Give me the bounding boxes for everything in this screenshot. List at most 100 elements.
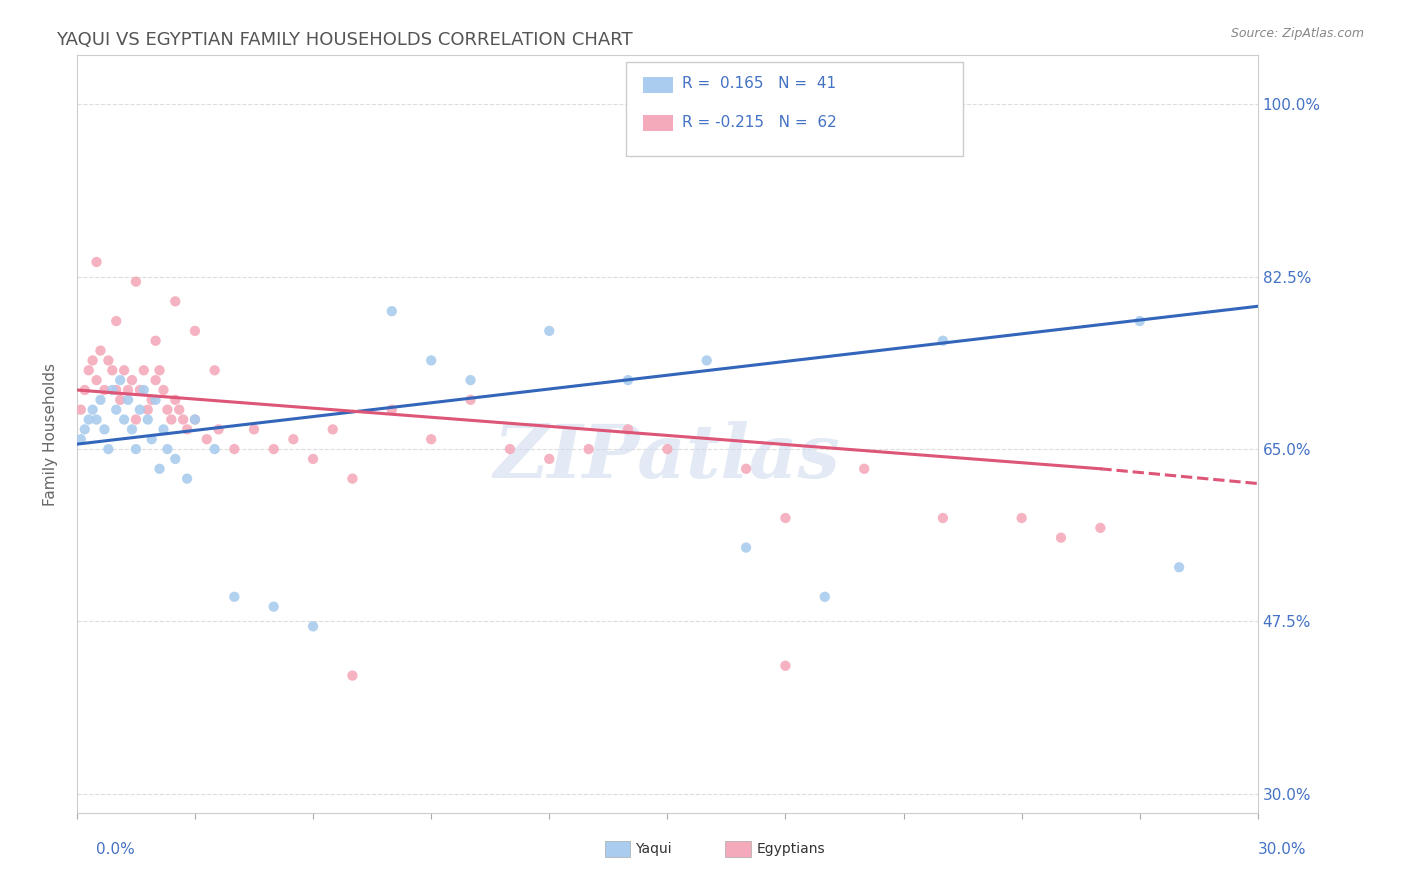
Point (105, 383, 128, 397)
Point (499, 442, 522, 456)
Point (121, 373, 143, 387)
Point (207, 422, 229, 436)
Point (617, 373, 640, 387)
Point (141, 392, 163, 407)
Point (108, 373, 131, 387)
Text: Source: ZipAtlas.com: Source: ZipAtlas.com (1230, 27, 1364, 40)
Point (86, 255, 108, 269)
Point (93, 383, 115, 397)
Point (125, 442, 148, 456)
Point (617, 422, 640, 436)
Point (283, 432, 305, 446)
Point (141, 432, 163, 446)
Point (775, 658, 797, 673)
Point (1050, 531, 1073, 545)
Point (101, 363, 124, 377)
Text: Egyptians: Egyptians (756, 842, 825, 856)
Point (152, 383, 174, 397)
Point (132, 363, 155, 377)
Point (342, 472, 364, 486)
Point (172, 412, 194, 426)
Point (152, 422, 174, 436)
Point (148, 462, 170, 476)
Point (184, 324, 207, 338)
Point (105, 402, 128, 417)
Point (136, 412, 159, 426)
Point (73, 422, 96, 436)
Point (69, 402, 91, 417)
Point (184, 412, 207, 426)
Point (128, 383, 150, 397)
Point (132, 383, 155, 397)
Point (176, 472, 198, 486)
Text: 30.0%: 30.0% (1258, 842, 1306, 856)
Point (460, 373, 482, 387)
Point (735, 541, 758, 555)
Point (420, 432, 443, 446)
Point (125, 412, 148, 426)
Point (538, 324, 561, 338)
Point (165, 294, 187, 309)
Y-axis label: Family Households: Family Households (44, 363, 58, 506)
Point (322, 422, 344, 436)
Point (82, 402, 104, 417)
Point (302, 451, 325, 466)
Point (101, 383, 124, 397)
Point (1168, 560, 1191, 574)
Text: YAQUI VS EGYPTIAN FAMILY HOUSEHOLDS CORRELATION CHART: YAQUI VS EGYPTIAN FAMILY HOUSEHOLDS CORR… (56, 31, 633, 49)
Point (77, 363, 100, 377)
Point (89, 343, 111, 358)
Point (932, 334, 955, 348)
Point (93, 422, 115, 436)
Point (165, 451, 187, 466)
Point (125, 275, 148, 289)
Point (69, 432, 91, 446)
Text: ZIPatlas: ZIPatlas (494, 421, 841, 493)
Text: 0.0%: 0.0% (96, 842, 135, 856)
Point (342, 668, 364, 682)
Point (243, 422, 266, 436)
Point (77, 412, 100, 426)
Text: Yaqui: Yaqui (636, 842, 672, 856)
Point (657, 442, 679, 456)
Point (195, 432, 218, 446)
Point (224, 590, 246, 604)
Point (204, 442, 226, 456)
Point (121, 422, 143, 436)
Point (89, 392, 111, 407)
Point (167, 402, 190, 417)
Point (156, 402, 179, 417)
Point (82, 353, 104, 368)
Point (775, 511, 797, 525)
Point (578, 442, 600, 456)
Point (128, 402, 150, 417)
Point (73, 383, 96, 397)
Point (184, 412, 207, 426)
Point (302, 619, 325, 633)
Point (204, 363, 226, 377)
Point (224, 442, 246, 456)
Point (97, 353, 120, 368)
Point (136, 402, 159, 417)
Point (853, 462, 876, 476)
Point (112, 363, 135, 377)
Point (145, 373, 167, 387)
Point (263, 442, 285, 456)
Point (176, 422, 198, 436)
Point (381, 304, 404, 318)
Point (160, 412, 183, 426)
Point (148, 363, 170, 377)
Point (932, 511, 955, 525)
Text: R = -0.215   N =  62: R = -0.215 N = 62 (682, 115, 837, 129)
Point (105, 314, 128, 328)
Point (108, 392, 131, 407)
Point (420, 353, 443, 368)
Point (814, 590, 837, 604)
Point (117, 392, 139, 407)
Text: R =  0.165   N =  41: R = 0.165 N = 41 (682, 77, 837, 91)
Point (156, 442, 179, 456)
Point (538, 451, 561, 466)
Point (117, 383, 139, 397)
Point (86, 373, 108, 387)
Point (165, 392, 187, 407)
